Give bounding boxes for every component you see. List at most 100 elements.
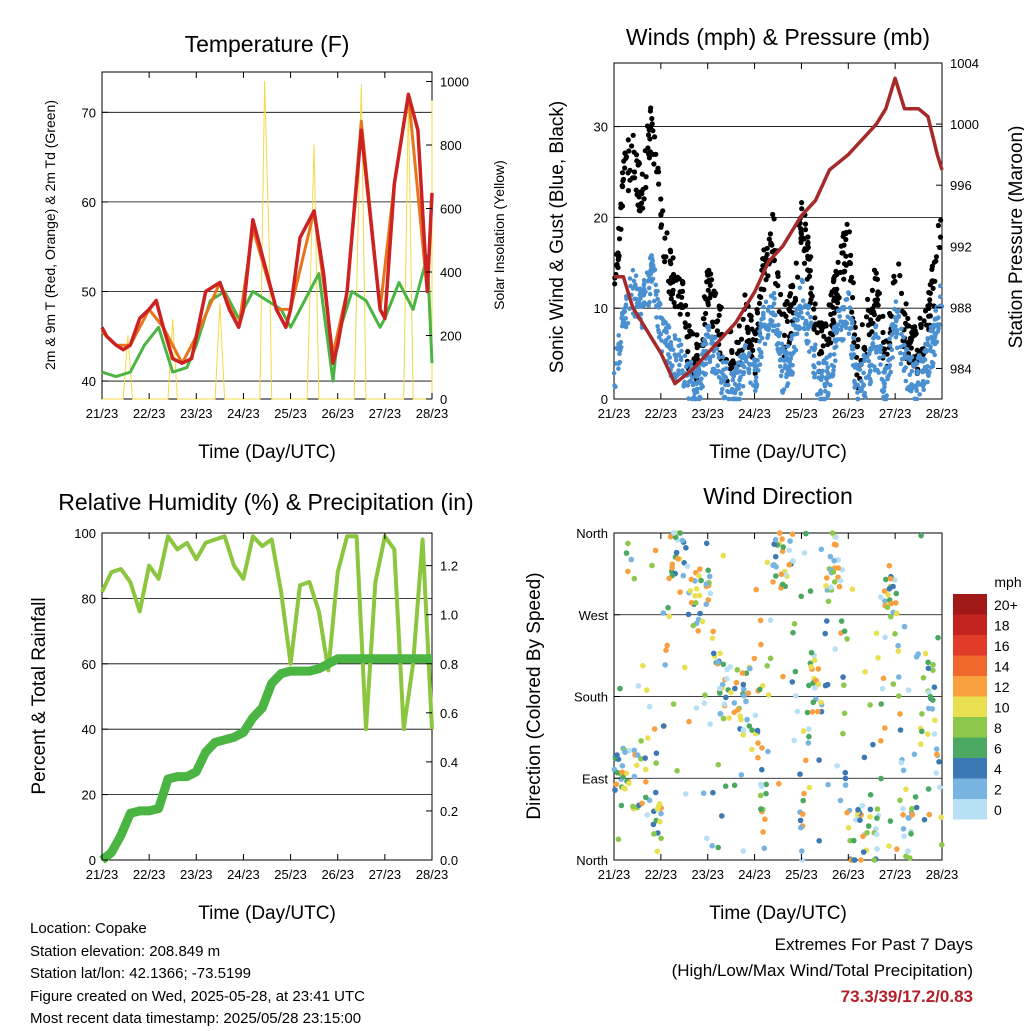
wind-point: [813, 342, 818, 348]
direction-point: [757, 617, 764, 624]
wind-point: [862, 358, 867, 364]
direction-point: [643, 779, 649, 785]
y-ticks-right: 0 200 400 600 800 1000: [426, 75, 469, 407]
gust-point: [769, 242, 775, 248]
direction-point: [884, 604, 891, 611]
gust-point: [898, 290, 905, 296]
direction-point: [638, 756, 644, 762]
latlon-text: Station lat/lon: 42.1366; -73.5199: [30, 965, 252, 982]
direction-point: [825, 781, 831, 788]
direction-point: [778, 571, 785, 577]
wind-point: [920, 383, 926, 389]
direction-point: [818, 546, 825, 553]
direction-point: [885, 591, 891, 598]
direction-point: [690, 622, 696, 629]
wind-point: [915, 355, 921, 361]
y-tick-label-right: 1.0: [440, 608, 458, 623]
x-tick-label: 26/23: [321, 867, 354, 882]
gridlines: [102, 598, 432, 795]
wind-point: [863, 375, 869, 381]
wind-point: [801, 325, 807, 331]
direction-point: [734, 667, 741, 673]
wind-point: [882, 384, 887, 390]
direction-point: [719, 813, 725, 819]
gust-point: [694, 332, 700, 338]
gust-point: [783, 313, 789, 319]
legend-label: 8: [994, 720, 1002, 736]
wind-point: [882, 370, 887, 375]
gust-point: [631, 169, 638, 175]
direction-point: [792, 693, 799, 699]
wind-point: [848, 352, 854, 358]
gust-point: [812, 301, 818, 307]
direction-point: [886, 843, 892, 849]
direction-point: [697, 566, 703, 572]
direction-point: [759, 683, 766, 689]
direction-point: [674, 768, 680, 774]
wind-point: [909, 355, 915, 360]
direction-point: [930, 661, 936, 668]
wind-point: [887, 336, 892, 342]
direction-point: [790, 558, 796, 564]
gust-point: [649, 121, 655, 127]
wind-point: [873, 331, 878, 337]
wind-point: [723, 375, 729, 381]
direction-point: [763, 790, 769, 797]
gust-point: [623, 155, 629, 161]
direction-point: [886, 586, 893, 592]
gust-point: [802, 221, 809, 227]
wind-point: [757, 353, 763, 359]
gust-point: [691, 356, 697, 362]
gust-point: [682, 320, 688, 326]
gust-point: [938, 217, 944, 223]
gust-point: [863, 314, 870, 320]
y-tick-label: 60: [82, 195, 96, 210]
y-tick-label-right: 984: [950, 361, 972, 376]
wind-point: [667, 355, 673, 360]
direction-point: [887, 818, 894, 824]
direction-point: [934, 751, 940, 758]
wind-point: [646, 273, 651, 278]
direction-point: [786, 562, 792, 568]
gust-point: [929, 266, 935, 272]
gust-point: [750, 337, 756, 343]
direction-point: [717, 690, 723, 696]
direction-point: [842, 782, 849, 788]
gust-point: [707, 282, 713, 288]
wind-point: [633, 282, 638, 288]
gust-point: [809, 293, 815, 299]
direction-point: [667, 533, 674, 540]
gust-point: [709, 319, 716, 325]
direction-point: [703, 581, 710, 587]
wind-point: [792, 316, 797, 322]
wind-point: [780, 388, 785, 394]
wind-point: [899, 326, 904, 332]
direction-point: [614, 752, 620, 758]
wind-point: [746, 366, 751, 372]
y-axis-label: Sonic Wind & Gust (Blue, Black): [547, 101, 568, 373]
wind-point: [723, 366, 729, 371]
direction-point: [612, 787, 618, 793]
wind-point: [881, 379, 887, 384]
wind-point: [817, 396, 823, 402]
gust-point: [820, 343, 826, 349]
gust-point: [703, 310, 709, 317]
direction-point: [806, 726, 812, 732]
direction-point: [827, 553, 834, 560]
direction-point: [634, 762, 640, 768]
wind-point: [848, 316, 853, 322]
y-tick-label: East: [582, 771, 608, 786]
direction-point: [780, 544, 786, 550]
gust-point: [705, 272, 711, 278]
direction-point: [936, 759, 942, 765]
direction-point: [684, 563, 691, 569]
wind-point: [886, 365, 892, 370]
gust-point: [842, 268, 848, 274]
gust-point: [686, 323, 692, 329]
direction-point: [887, 576, 894, 582]
wind-point: [785, 381, 791, 386]
direction-point: [830, 569, 837, 575]
y-tick-label: 100: [74, 526, 96, 541]
wind-point: [772, 296, 777, 301]
direction-point: [666, 613, 672, 620]
